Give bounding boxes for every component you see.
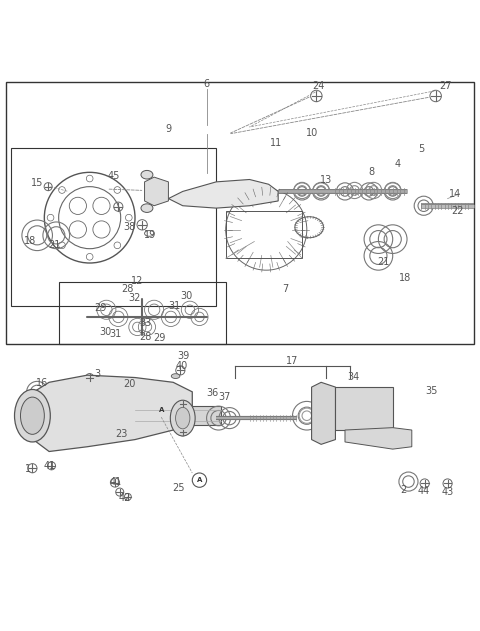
- Text: 20: 20: [123, 379, 135, 389]
- Bar: [336, 387, 393, 430]
- Text: 43: 43: [442, 487, 454, 497]
- Bar: [6, 81, 474, 344]
- Text: 7: 7: [282, 284, 288, 294]
- Text: 13: 13: [320, 175, 332, 185]
- Text: 33: 33: [139, 318, 152, 328]
- Text: 32: 32: [128, 293, 140, 303]
- Polygon shape: [312, 382, 336, 444]
- Text: 31: 31: [109, 329, 121, 339]
- Text: 29: 29: [154, 333, 166, 343]
- Bar: [135, 406, 221, 425]
- Text: 19: 19: [144, 230, 156, 240]
- Text: 35: 35: [426, 386, 438, 396]
- Ellipse shape: [21, 397, 44, 434]
- Text: 18: 18: [24, 235, 36, 245]
- Text: 30: 30: [180, 292, 192, 302]
- Text: 37: 37: [218, 392, 231, 401]
- Text: 18: 18: [398, 273, 411, 283]
- Text: 3: 3: [95, 369, 101, 379]
- Text: 17: 17: [286, 357, 299, 367]
- Text: 16: 16: [36, 378, 48, 388]
- Text: 41: 41: [110, 476, 122, 487]
- Text: 42: 42: [119, 493, 131, 503]
- Ellipse shape: [176, 408, 190, 429]
- Text: 23: 23: [116, 429, 128, 439]
- Text: 25: 25: [173, 483, 185, 493]
- Ellipse shape: [141, 204, 153, 213]
- Polygon shape: [168, 179, 278, 208]
- Ellipse shape: [170, 400, 195, 436]
- Text: 1: 1: [24, 464, 31, 474]
- Text: 39: 39: [178, 351, 190, 361]
- Text: 11: 11: [270, 138, 282, 148]
- Text: 9: 9: [165, 124, 171, 134]
- Text: 10: 10: [305, 128, 318, 138]
- Text: A: A: [197, 477, 202, 483]
- Text: 6: 6: [204, 79, 210, 89]
- Text: 27: 27: [439, 81, 452, 91]
- Text: 30: 30: [99, 327, 111, 337]
- Ellipse shape: [114, 381, 128, 388]
- Ellipse shape: [171, 374, 180, 379]
- Text: 22: 22: [451, 206, 463, 216]
- Text: 21: 21: [377, 257, 389, 267]
- Ellipse shape: [141, 170, 153, 179]
- Text: 2: 2: [400, 485, 407, 495]
- Bar: [59, 282, 226, 344]
- Text: 38: 38: [123, 222, 135, 232]
- Text: 26: 26: [23, 404, 35, 413]
- Text: 24: 24: [312, 81, 325, 91]
- Text: 36: 36: [206, 388, 218, 398]
- Text: 21: 21: [48, 240, 61, 250]
- Polygon shape: [345, 428, 412, 449]
- Polygon shape: [30, 375, 192, 452]
- Ellipse shape: [14, 389, 50, 442]
- Text: 40: 40: [176, 360, 188, 370]
- Text: 28: 28: [121, 284, 134, 294]
- Text: 28: 28: [139, 332, 152, 342]
- Text: A: A: [158, 407, 164, 413]
- Polygon shape: [144, 177, 168, 206]
- Text: 15: 15: [31, 178, 43, 188]
- Text: 29: 29: [95, 303, 107, 313]
- Text: 31: 31: [168, 302, 181, 312]
- Text: 45: 45: [108, 170, 120, 180]
- Text: 5: 5: [418, 144, 424, 155]
- Bar: [11, 148, 216, 306]
- Bar: [226, 211, 302, 258]
- Text: 44: 44: [418, 486, 430, 496]
- Text: 4: 4: [395, 159, 400, 168]
- Text: 8: 8: [368, 167, 374, 177]
- Text: 41: 41: [44, 461, 56, 471]
- Text: 34: 34: [348, 372, 360, 382]
- Text: 12: 12: [131, 276, 144, 286]
- Text: 14: 14: [449, 189, 461, 199]
